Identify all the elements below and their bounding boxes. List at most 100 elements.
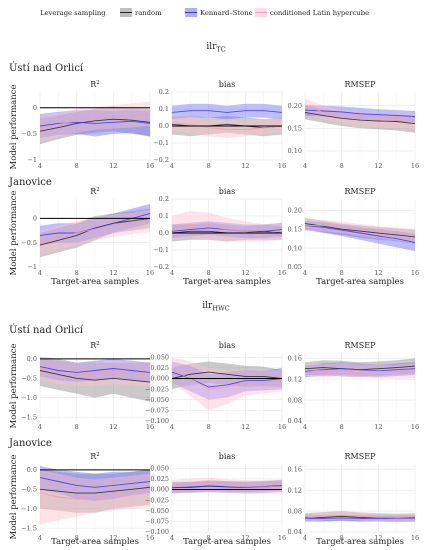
series-line-1 xyxy=(304,224,416,243)
y-tick-label: 0.0 xyxy=(159,122,169,130)
y-tick-label: −0.2 xyxy=(153,263,169,271)
series-line-0 xyxy=(39,118,151,132)
series-line-1 xyxy=(304,368,416,372)
panel-bias-3: bias 0.050 0.025 0.000 −0.025 −0.050 −0.075 −0.… xyxy=(145,452,286,542)
x-tick-label: 12 xyxy=(109,423,117,431)
x-tick-label: 16 xyxy=(146,423,154,431)
panel-rmsep-2: RMSEP 0.16 0.12 0.08 0.044 8 12 16 xyxy=(288,341,420,431)
x-tick-label: 12 xyxy=(241,423,249,431)
y-tick-label: −1.0 xyxy=(21,394,37,402)
band-1 xyxy=(172,361,282,400)
y-tick-label: 0.050 xyxy=(150,464,169,472)
x-tick-label: 12 xyxy=(241,269,249,277)
x-tick-label: 8 xyxy=(340,423,344,431)
y-tick-label: −0.075 xyxy=(145,407,169,415)
y-tick-label: 0.000 xyxy=(150,486,169,494)
x-tick-label: 16 xyxy=(146,269,154,277)
panel-r2-1: R2 0 −0.5 −14 8 12 16 xyxy=(21,187,154,277)
series-line-0 xyxy=(304,223,416,238)
y-axis-label-1: Model performance xyxy=(9,85,19,170)
legend-item-2: conditioned Latin hypercube xyxy=(255,8,369,17)
y-tick-label: −1.0 xyxy=(21,505,37,513)
y-tick-label: −0.100 xyxy=(145,528,169,536)
y-tick-label: 0.12 xyxy=(288,375,302,383)
x-tick-label: 8 xyxy=(207,269,211,277)
x-tick-label: 16 xyxy=(411,162,419,170)
y-tick-label: −0.5 xyxy=(21,130,37,138)
x-tick-label: 12 xyxy=(374,534,382,542)
series-line-2 xyxy=(39,220,151,244)
x-tick-label: 4 xyxy=(38,269,42,277)
x-tick-label: 12 xyxy=(241,534,249,542)
series-line-0 xyxy=(171,371,283,379)
panel-title: R2 xyxy=(90,452,100,461)
y-tick-label: 0.0 xyxy=(159,229,169,237)
y-tick-label: −0.5 xyxy=(21,485,37,493)
y-tick-label: −0.025 xyxy=(145,385,169,393)
y-tick-label: 0.2 xyxy=(159,195,169,203)
band-0 xyxy=(305,358,415,378)
panel-r2-0: R2 0 −0.5 −14 8 12 16 xyxy=(21,80,154,170)
panel-rmsep-0: RMSEP 0.20 0.15 0.104 8 12 16 xyxy=(288,80,420,170)
panel-rmsep-3: RMSEP 0.16 0.12 0.08 0.044 8 12 16 xyxy=(288,452,420,542)
y-tick-label: 0.0 xyxy=(27,355,37,363)
band-0 xyxy=(40,356,150,402)
series-line-2 xyxy=(304,514,415,519)
panel-title: bias xyxy=(219,341,236,350)
y-tick-label: −0.100 xyxy=(145,417,169,425)
x-tick-label: 16 xyxy=(146,534,154,542)
y-tick-label: 0.1 xyxy=(159,105,169,113)
series-line-2 xyxy=(304,369,416,373)
y-tick-label: −0.1 xyxy=(153,139,169,147)
y-tick-label: 0.12 xyxy=(288,486,302,494)
x-tick-label: 8 xyxy=(75,534,79,542)
y-tick-label: −1.5 xyxy=(21,413,37,421)
panel-title: bias xyxy=(219,452,236,461)
x-tick-label: 12 xyxy=(241,162,249,170)
x-tick-label: 16 xyxy=(278,423,286,431)
x-tick-label: 16 xyxy=(411,534,419,542)
panel-title: RMSEP xyxy=(345,80,377,89)
legend-label: random xyxy=(135,9,162,17)
x-tick-label: 12 xyxy=(109,269,117,277)
series-line-1 xyxy=(39,477,151,488)
y-tick-label: −0.5 xyxy=(21,374,37,382)
legend-title: Leverage sampling xyxy=(40,9,106,17)
series-line-1 xyxy=(305,517,415,519)
y-tick-label: −0.075 xyxy=(145,518,169,526)
x-axis-label-r2-tc: Target-area samples xyxy=(51,277,139,287)
x-tick-label: 4 xyxy=(170,162,174,170)
y-tick-label: 0.025 xyxy=(150,364,169,372)
y-tick-label: 0.2 xyxy=(159,88,169,96)
panel-bias-1: bias 0.2 0.1 0.0 −0.1 −0.24 8 12 16 xyxy=(153,187,286,277)
site-title-1: Ústí nad Orlicí xyxy=(9,62,84,74)
x-tick-label: 4 xyxy=(38,423,42,431)
y-tick-label: 0.08 xyxy=(288,507,302,515)
x-tick-label: 16 xyxy=(411,269,419,277)
x-tick-label: 4 xyxy=(303,162,307,170)
section-title-tc: ilrTC xyxy=(206,42,225,54)
series-line-2 xyxy=(305,224,416,237)
y-tick-label: −0.025 xyxy=(145,496,169,504)
y-tick-label: 0.10 xyxy=(288,147,302,155)
panel-title: RMSEP xyxy=(345,452,377,461)
y-tick-label: −0.050 xyxy=(145,396,169,404)
y-tick-label: 0.20 xyxy=(288,207,302,215)
x-tick-label: 4 xyxy=(38,534,42,542)
panel-title: bias xyxy=(219,80,236,89)
panel-r2-3: R2 0.0 −0.5 −1.0 −1.54 8 12 16 xyxy=(21,452,154,542)
legend-item-0: random xyxy=(120,8,162,17)
y-tick-label: 0.15 xyxy=(288,225,302,233)
band-1 xyxy=(40,203,150,246)
band-0 xyxy=(40,469,150,513)
x-axis-label-rmsep-tc: Target-area samples xyxy=(316,277,404,287)
series-line-1 xyxy=(39,366,151,373)
band-2 xyxy=(40,101,150,142)
x-tick-label: 8 xyxy=(207,534,211,542)
series-line-0 xyxy=(39,370,151,383)
panel-title: R2 xyxy=(90,341,100,350)
y-tick-label: −0.5 xyxy=(21,239,37,247)
x-tick-label: 12 xyxy=(374,423,382,431)
y-tick-label: 0.16 xyxy=(288,354,302,362)
